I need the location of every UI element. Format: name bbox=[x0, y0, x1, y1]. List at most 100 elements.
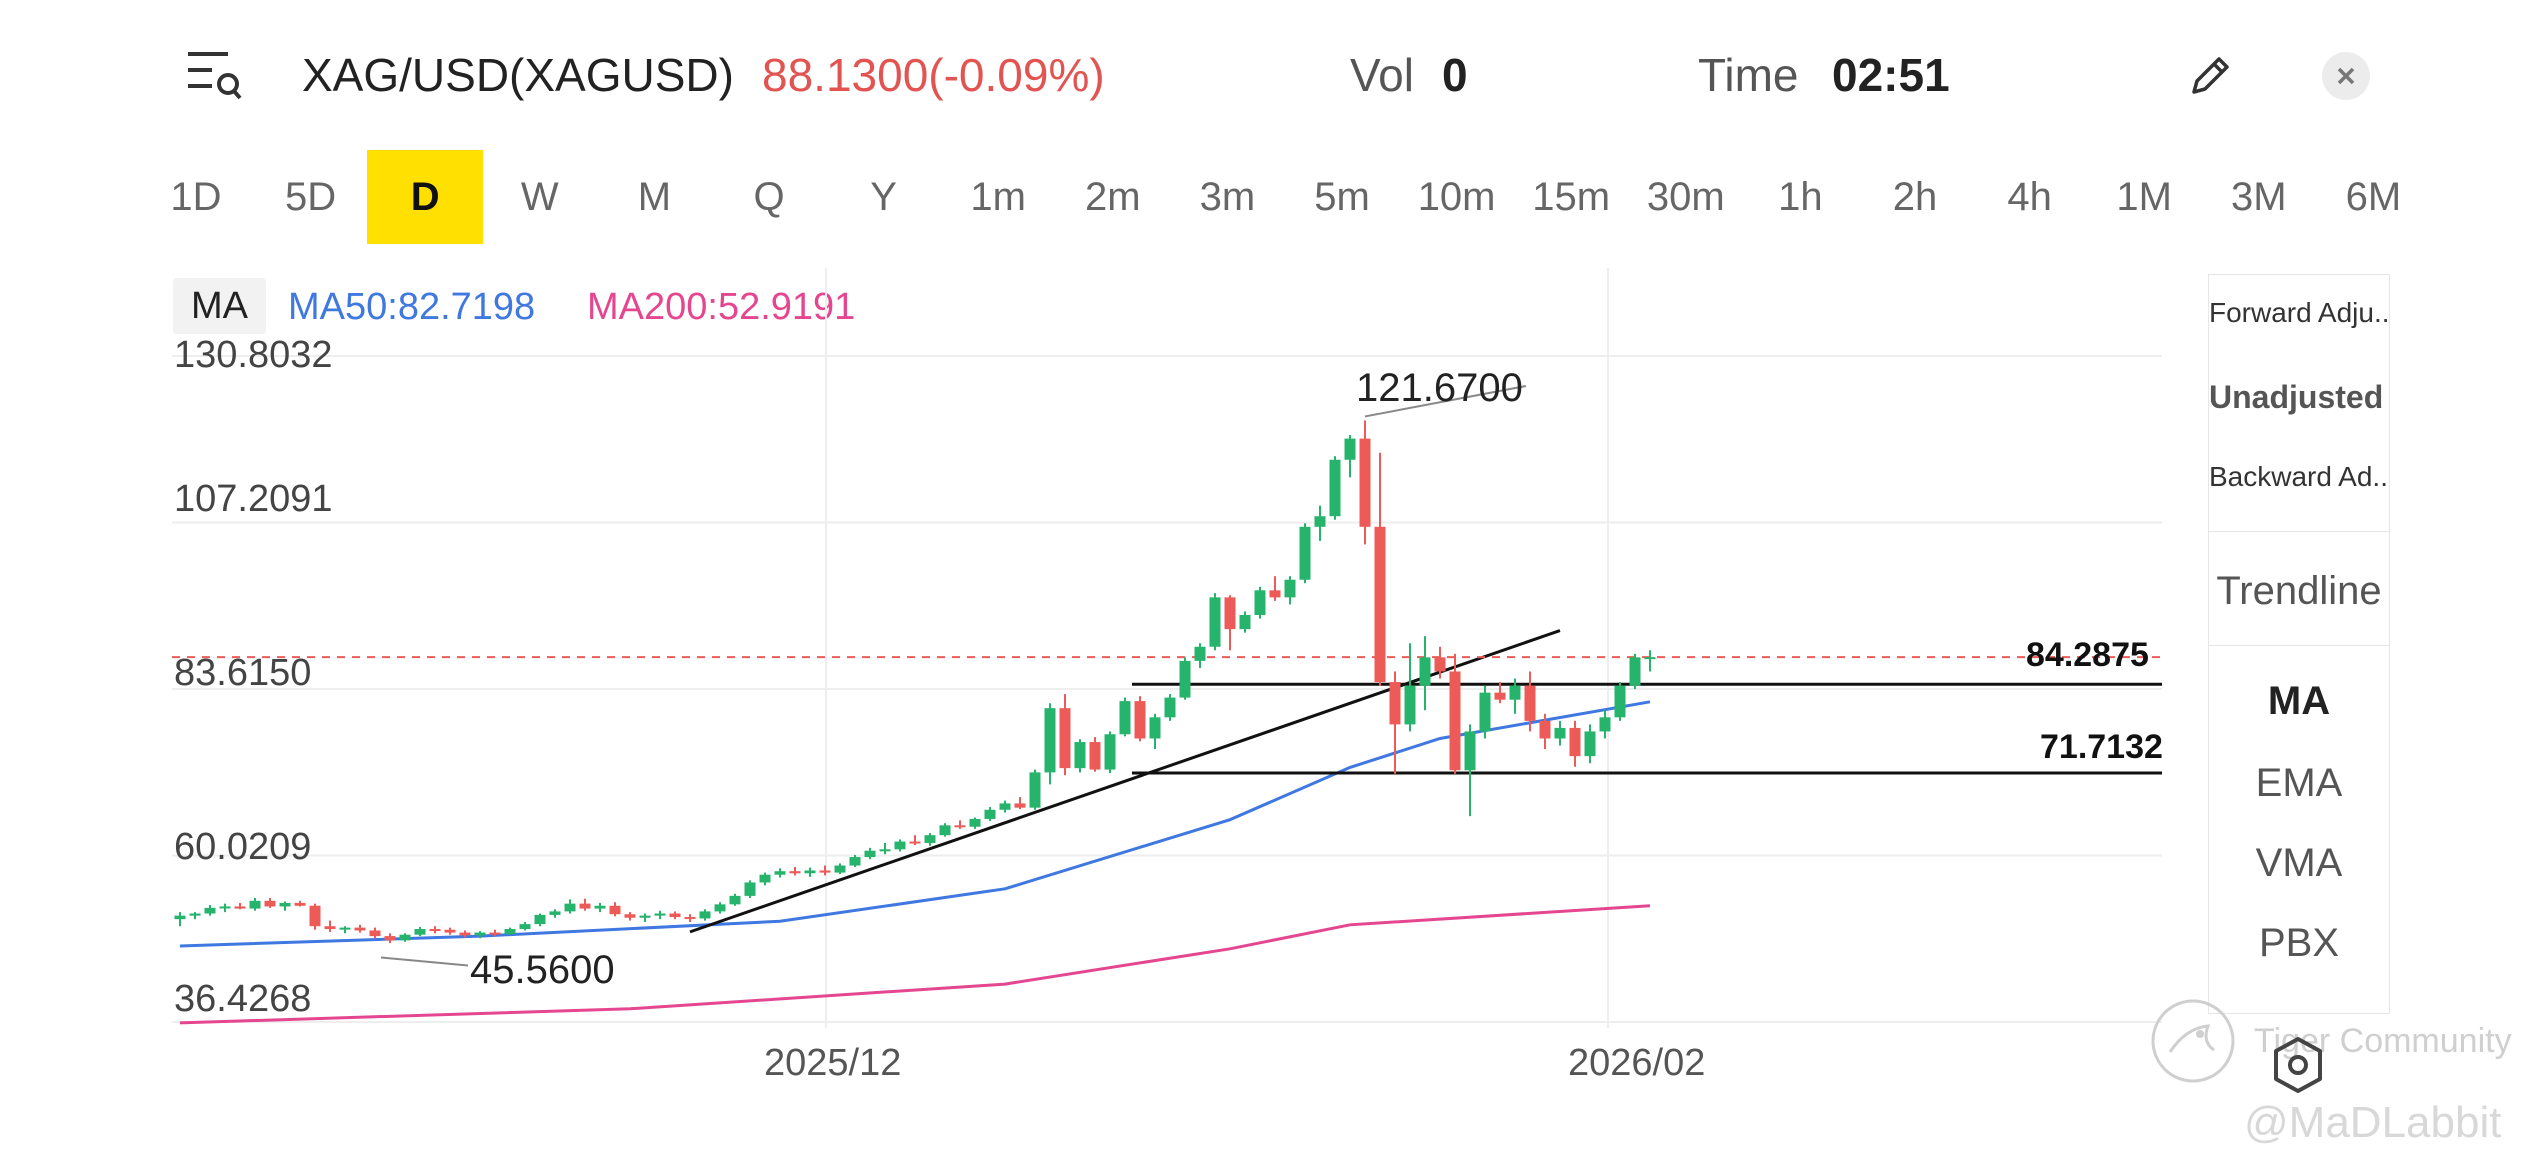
candle-body bbox=[354, 927, 366, 931]
symbol-title[interactable]: XAG/USD(XAGUSD) bbox=[302, 49, 734, 101]
tab-5m[interactable]: 5m bbox=[1314, 175, 1370, 219]
pencil-icon[interactable] bbox=[2188, 52, 2234, 98]
tab-30m[interactable]: 30m bbox=[1646, 175, 1725, 219]
tab-1h[interactable]: 1h bbox=[1778, 175, 1823, 219]
ma200-line bbox=[179, 904, 1651, 1025]
candle-body bbox=[219, 906, 231, 909]
candle-body bbox=[534, 914, 546, 925]
candle-body bbox=[1194, 646, 1206, 661]
candle-body bbox=[1314, 516, 1326, 527]
y-axis-label: 107.2091 bbox=[174, 478, 333, 520]
candle-body bbox=[429, 929, 441, 932]
tab-2h[interactable]: 2h bbox=[1892, 175, 1938, 219]
candle-body bbox=[459, 932, 471, 936]
candle-body bbox=[1419, 657, 1431, 686]
adjust-backward[interactable]: Backward Ad... bbox=[2209, 461, 2387, 492]
level-upper-label: 84.2875 bbox=[2026, 636, 2149, 674]
candle-body bbox=[1629, 657, 1641, 686]
candle-body bbox=[714, 904, 726, 912]
candle-body bbox=[234, 906, 246, 909]
candle-body bbox=[1599, 717, 1611, 732]
indicator-ema[interactable]: EMA bbox=[2255, 761, 2343, 805]
candle-body bbox=[639, 915, 651, 918]
candle-body bbox=[1029, 772, 1041, 808]
tab-w[interactable]: W bbox=[520, 175, 559, 219]
ma-badge[interactable]: MA bbox=[173, 278, 266, 334]
candle-body bbox=[864, 850, 876, 858]
candle-body bbox=[894, 841, 906, 850]
volume-label: Vol bbox=[1350, 49, 1414, 101]
tab-6m[interactable]: 6M bbox=[2345, 175, 2402, 219]
tab-15m[interactable]: 15m bbox=[1532, 175, 1611, 219]
candle-body bbox=[849, 857, 861, 866]
y-axis-label: 130.8032 bbox=[174, 334, 333, 376]
tab-3m[interactable]: 3m bbox=[1199, 175, 1256, 219]
tab-5d[interactable]: 5D bbox=[285, 175, 337, 219]
candle-body bbox=[279, 902, 291, 907]
candle-body bbox=[264, 900, 276, 907]
y-axis-label: 60.0209 bbox=[174, 826, 312, 868]
close-icon bbox=[2337, 67, 2355, 85]
candle-body bbox=[819, 870, 831, 873]
candle-body bbox=[1134, 701, 1146, 739]
indicator-ma[interactable]: MA bbox=[2267, 679, 2331, 723]
candle-body bbox=[954, 825, 966, 828]
candle-body bbox=[1299, 526, 1311, 580]
tab-2m[interactable]: 2m bbox=[1085, 175, 1141, 219]
search-list-icon[interactable] bbox=[188, 50, 242, 100]
tab-1m[interactable]: 1m bbox=[970, 175, 1026, 219]
tab-m[interactable]: M bbox=[637, 175, 672, 219]
candle-body bbox=[174, 915, 186, 920]
watermark-user: @MaDLabbit bbox=[2244, 1098, 2502, 1147]
low-connector bbox=[380, 956, 469, 967]
candle-body bbox=[1164, 697, 1176, 718]
settings-icon[interactable] bbox=[2272, 1036, 2324, 1094]
chart-header: XAG/USD(XAGUSD) 88.1300(-0.09%) Vol 0 Ti… bbox=[0, 0, 2532, 150]
candle-body bbox=[519, 924, 531, 930]
low-price-annotation: 45.5600 bbox=[470, 948, 615, 992]
close-button[interactable] bbox=[2322, 52, 2370, 100]
candle-body bbox=[1509, 685, 1521, 700]
candle-body bbox=[1284, 579, 1296, 598]
time-label: Time bbox=[1698, 49, 1799, 101]
volume-value: 0 bbox=[1442, 49, 1468, 101]
tab-1d[interactable]: 1D bbox=[170, 175, 222, 219]
candle-body bbox=[189, 913, 201, 916]
indicator-vma[interactable]: VMA bbox=[2255, 841, 2343, 885]
candle-body bbox=[549, 911, 561, 915]
tab-d[interactable]: D bbox=[367, 150, 484, 244]
tiger-logo-icon bbox=[2151, 999, 2235, 1083]
candle-body bbox=[339, 927, 351, 930]
tab-4h[interactable]: 4h bbox=[2007, 175, 2052, 219]
adjust-forward[interactable]: Forward Adju... bbox=[2209, 297, 2387, 328]
tab-1m[interactable]: 1M bbox=[2116, 175, 2172, 219]
candle-body bbox=[309, 905, 321, 927]
candle-body bbox=[744, 882, 756, 896]
candle-body bbox=[1344, 438, 1356, 460]
candle-body bbox=[759, 874, 771, 883]
adjust-unadjusted[interactable]: Unadjusted bbox=[2209, 379, 2384, 415]
tab-10m[interactable]: 10m bbox=[1417, 175, 1496, 219]
candle-body bbox=[1569, 727, 1581, 757]
tab-3m[interactable]: 3M bbox=[2231, 175, 2287, 219]
tab-q[interactable]: Q bbox=[753, 175, 785, 219]
price-chart[interactable] bbox=[172, 268, 2182, 1038]
candle-body bbox=[324, 926, 336, 930]
ma50-label: MA50:82.7198 bbox=[288, 286, 536, 328]
candle-body bbox=[414, 929, 426, 935]
candle-body bbox=[369, 930, 381, 937]
indicator-pbx[interactable]: PBX bbox=[2258, 921, 2340, 965]
candle-body bbox=[1104, 734, 1116, 770]
candle-body bbox=[774, 871, 786, 875]
timeframe-tabs: 1D 5D D W M Q Y 1m 2m 3m 5m 10m 15m 30m 1h 2h 4h 1M 3M 6M bbox=[160, 150, 2410, 246]
candle-body bbox=[1014, 803, 1026, 808]
level-lower-label: 71.7132 bbox=[2040, 728, 2163, 766]
candle-body bbox=[594, 905, 606, 909]
trendline-button[interactable]: Trendline bbox=[2216, 569, 2382, 613]
candle-body bbox=[1434, 657, 1446, 672]
tab-y[interactable]: Y bbox=[870, 175, 897, 219]
candle-body bbox=[1389, 682, 1401, 725]
candle-body bbox=[1209, 597, 1221, 647]
x-axis-label: 2025/12 bbox=[764, 1042, 902, 1084]
candle-body bbox=[1359, 438, 1371, 527]
